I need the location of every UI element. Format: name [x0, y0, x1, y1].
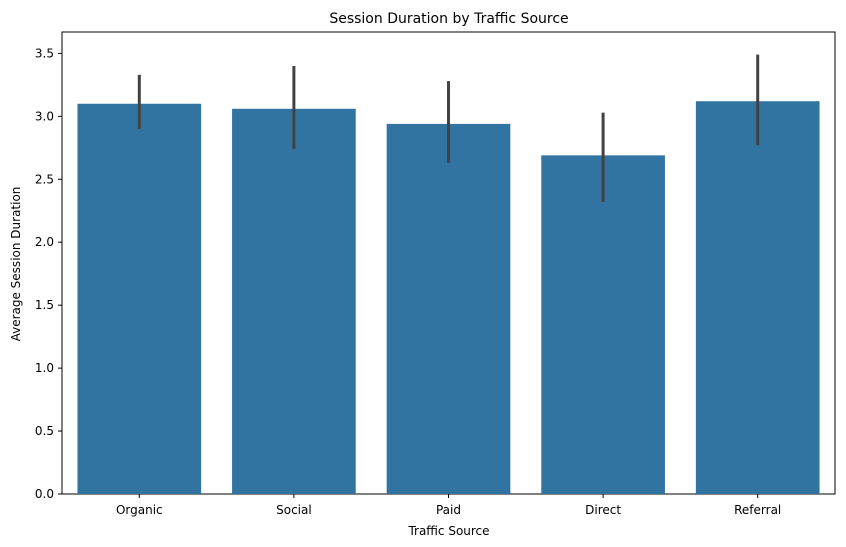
bar-paid	[386, 123, 511, 495]
y-tick-label: 2.0	[35, 235, 54, 249]
x-tick-label: Referral	[734, 503, 781, 517]
bar-social	[232, 108, 356, 494]
y-tick-label: 0.0	[35, 487, 54, 501]
bar-referral	[695, 101, 820, 494]
y-tick-label: 2.5	[35, 172, 54, 186]
y-tick-label: 3.0	[35, 109, 54, 123]
y-tick-label: 3.5	[35, 46, 54, 60]
bar-direct	[541, 155, 665, 494]
y-tick-label: 1.5	[35, 298, 54, 312]
y-axis-label: Average Session Duration	[9, 187, 23, 342]
plot-area: 0.0 0.5 1.0 1.5 2.0 2.5 3.0 3.5 Organic Social Pa…	[35, 31, 836, 517]
x-tick-label: Paid	[436, 503, 461, 517]
x-tick-label: Organic	[116, 503, 163, 517]
x-tick-label: Social	[276, 503, 312, 517]
x-axis-label: Traffic Source	[407, 524, 489, 538]
chart-title: Session Duration by Traffic Source	[329, 11, 568, 27]
x-tick-label: Direct	[585, 503, 621, 517]
y-tick-label: 1.0	[35, 361, 54, 375]
y-tick-label: 0.5	[35, 424, 54, 438]
bar-organic	[77, 103, 202, 495]
